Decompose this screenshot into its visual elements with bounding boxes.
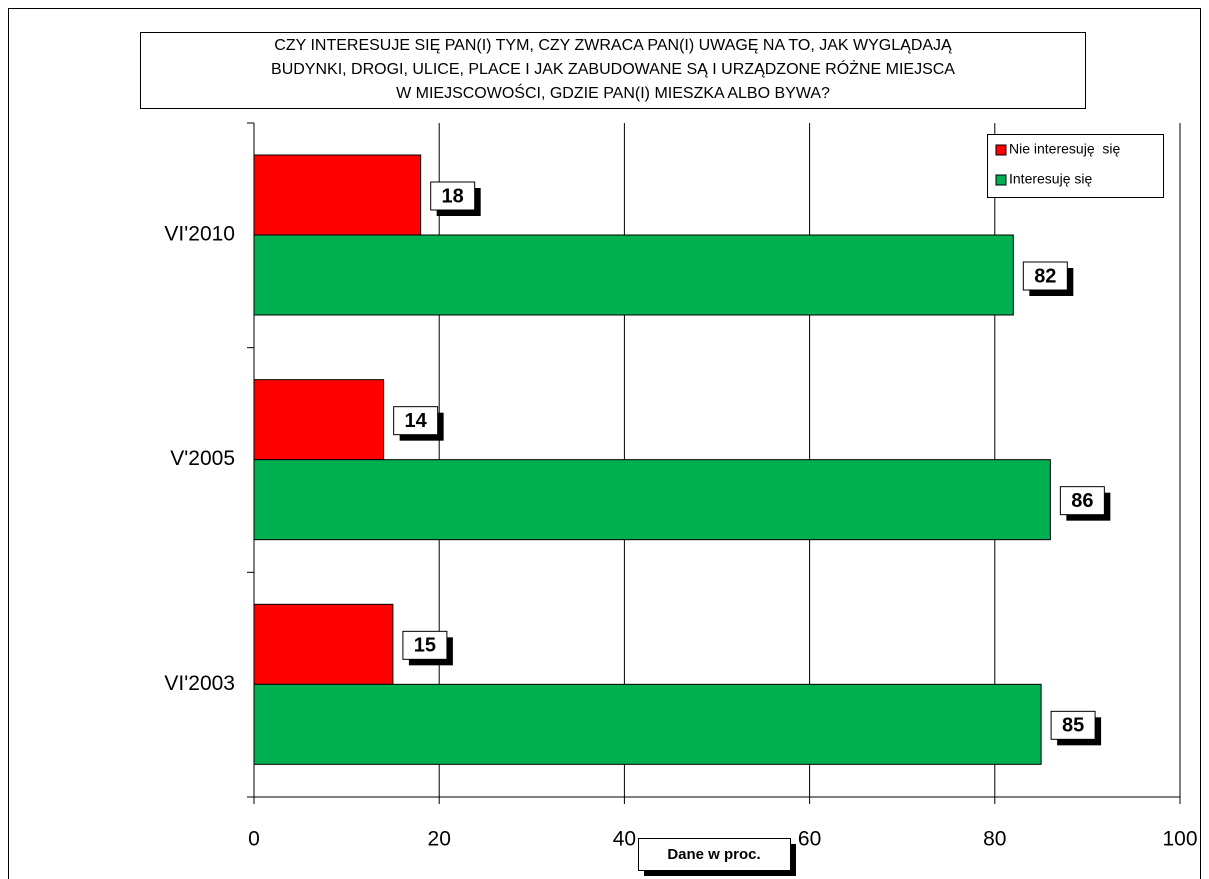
label-box (430, 181, 476, 211)
bar (253, 459, 1051, 541)
legend-label: Nie interesuję się (1009, 141, 1120, 157)
annotation-box (638, 838, 791, 871)
legend-box (987, 134, 1164, 198)
legend-swatch (995, 144, 1007, 156)
label-box (402, 630, 448, 660)
bar (253, 603, 394, 685)
legend-swatch (995, 174, 1007, 186)
chart-title: W MIEJSCOWOŚCI, GDZIE PAN(I) MIESZKA ALB… (396, 83, 830, 102)
y-tick-label: V'2005 (170, 447, 235, 470)
bar (253, 379, 385, 461)
x-tick-label: 40 (613, 828, 636, 851)
title-box (140, 32, 1086, 109)
x-tick-label: 100 (1162, 828, 1197, 851)
data-label: 85 (1062, 715, 1084, 737)
data-label: 14 (405, 410, 428, 432)
data-label: 18 (442, 185, 464, 207)
y-tick-label: VI'2003 (164, 672, 235, 695)
label-box (393, 406, 439, 436)
annotation: Dane w proc. (667, 846, 760, 863)
chart-title: CZY INTERESUJE SIĘ PAN(I) TYM, CZY ZWRAC… (274, 37, 952, 54)
data-label: 86 (1071, 490, 1093, 512)
data-label: 82 (1034, 265, 1056, 287)
label-box (1050, 710, 1096, 740)
x-tick-label: 20 (428, 828, 451, 851)
chart-title: BUDYNKI, DROGI, ULICE, PLACE I JAK ZABUD… (271, 59, 955, 78)
y-tick-label: VI'2010 (164, 223, 235, 246)
bar (253, 154, 422, 236)
legend-label: Interesuję się (1009, 171, 1092, 187)
label-box (1022, 261, 1068, 291)
x-tick-label: 80 (983, 828, 1006, 851)
bar (253, 234, 1014, 316)
x-tick-label: 0 (248, 828, 260, 851)
bar (253, 683, 1042, 765)
label-box (1059, 486, 1105, 516)
x-tick-label: 60 (798, 828, 821, 851)
data-label: 15 (414, 635, 436, 657)
